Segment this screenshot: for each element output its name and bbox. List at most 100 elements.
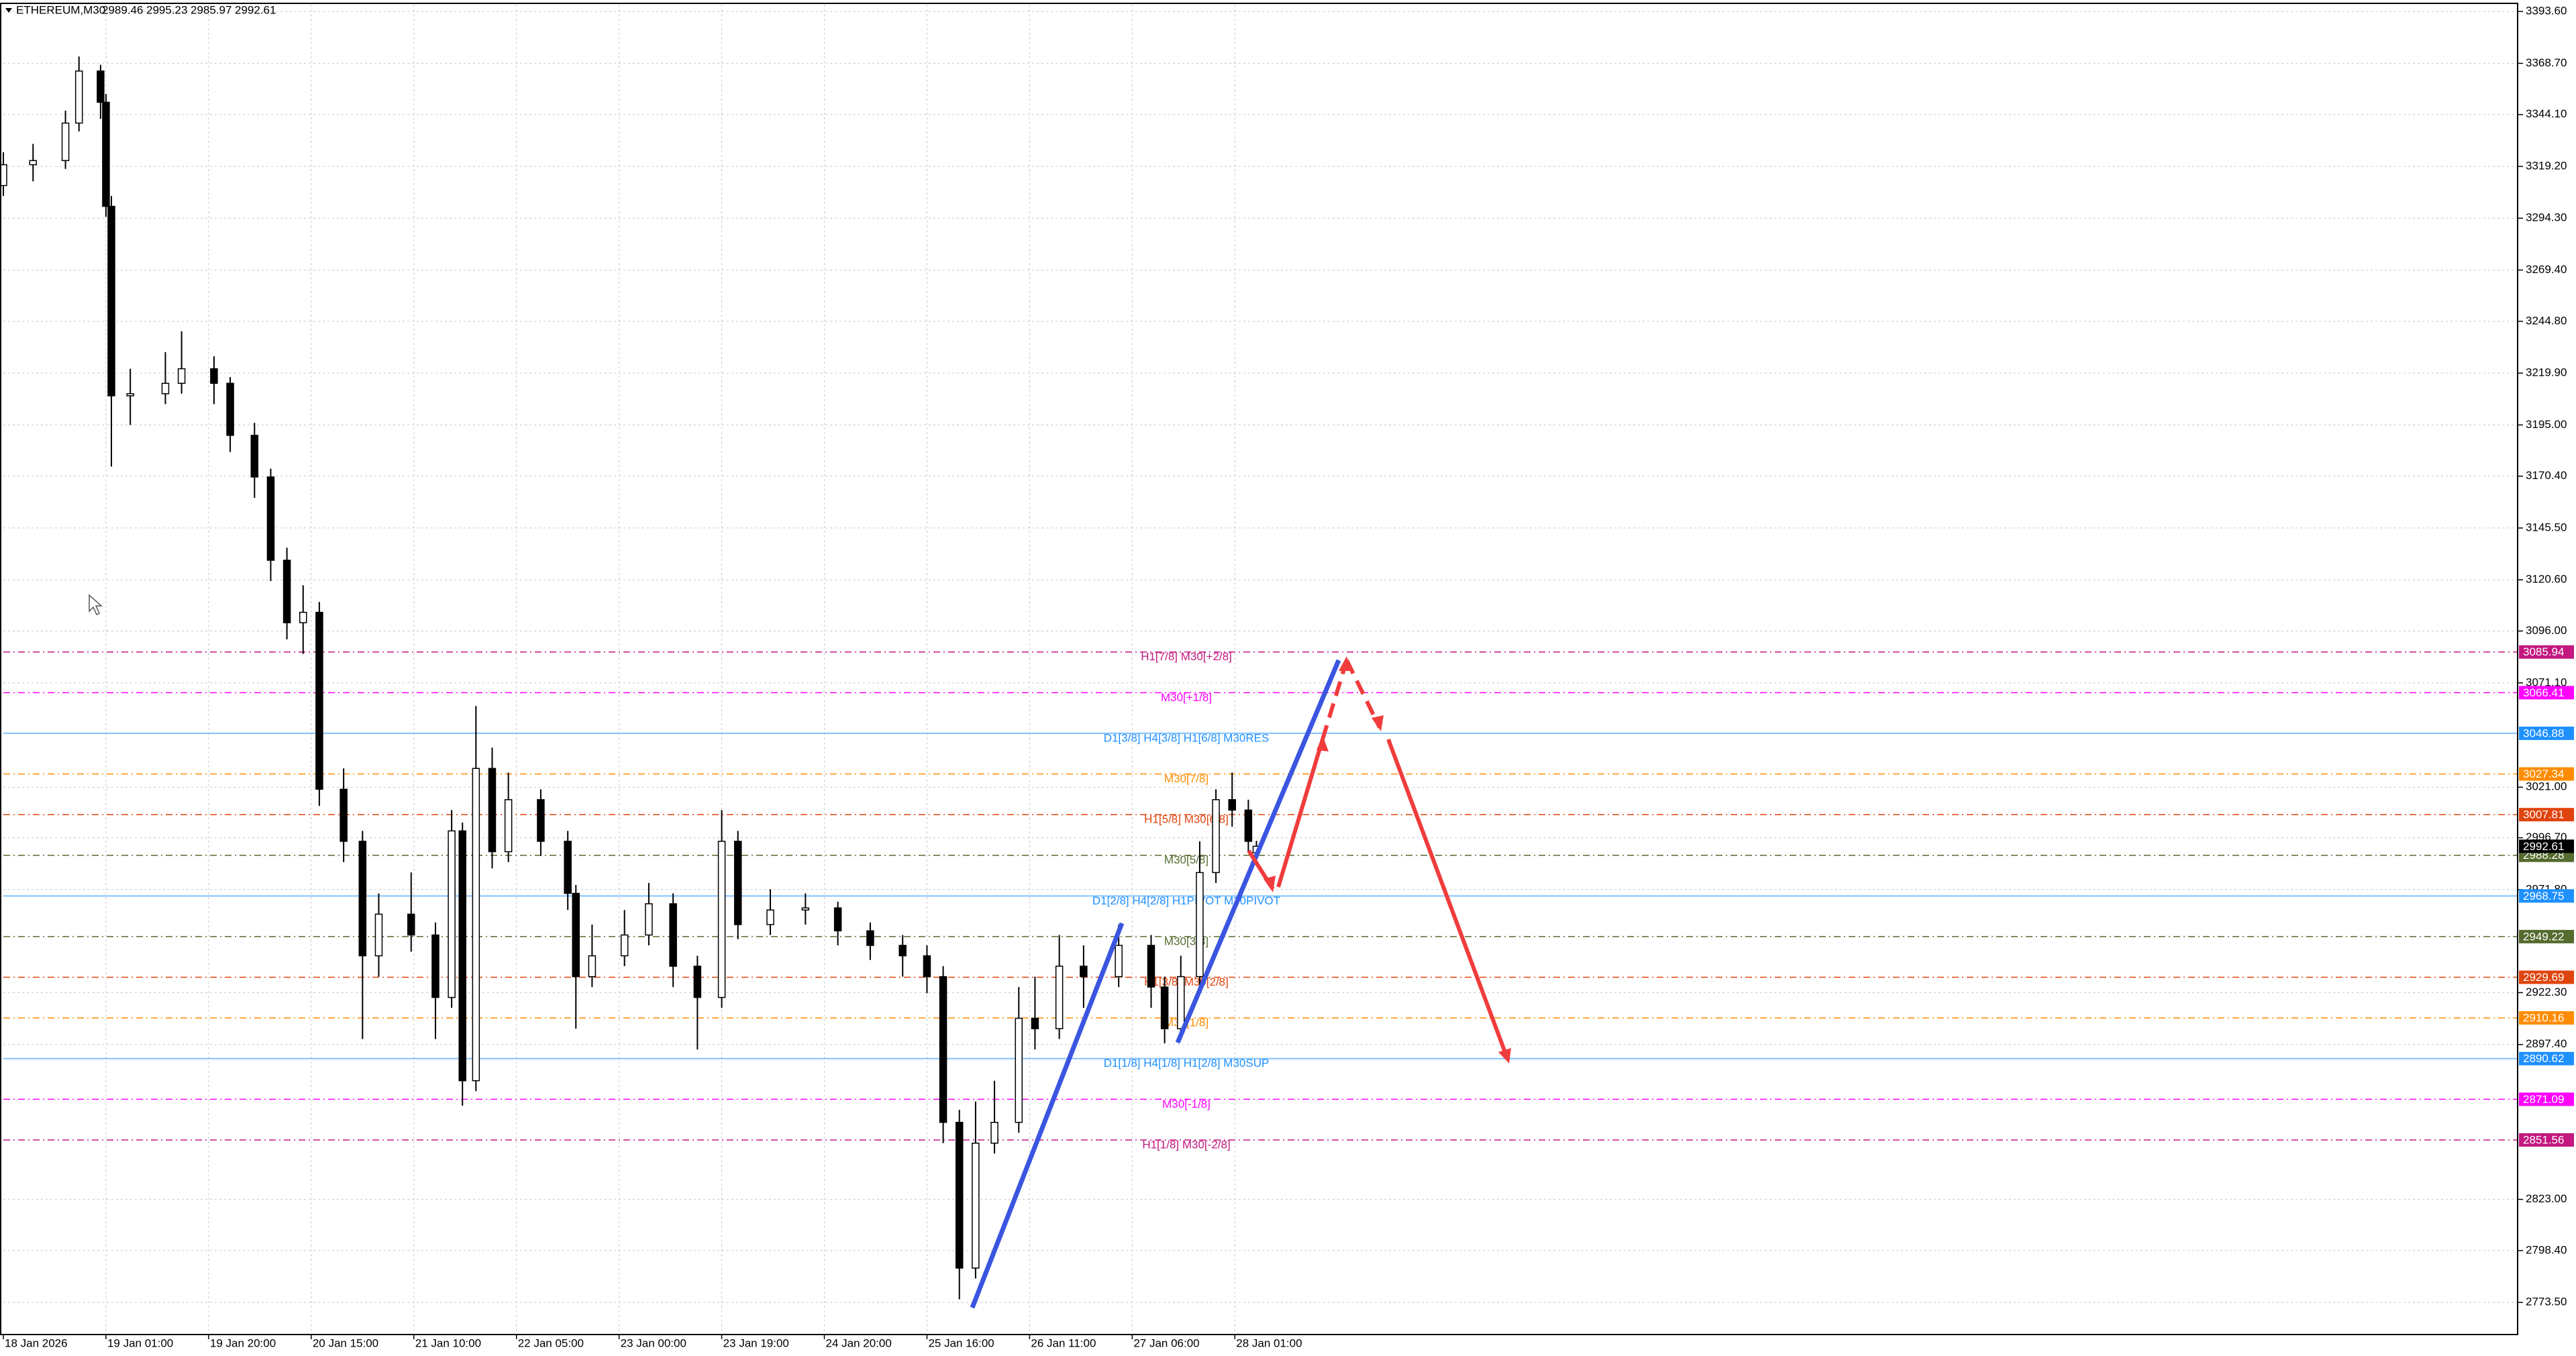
price-box-label: 3085.94 [2523, 645, 2564, 658]
candle-body [1080, 966, 1088, 978]
level-label: H1[7/8] M30[+2/8] [1141, 650, 1232, 663]
candle-body [1160, 986, 1169, 1029]
axes: 3393.60 3368.70 3344.10 3319.20 3294.30 3269.… [0, 3, 2574, 1349]
x-tick-label: 19 Jan 20:00 [210, 1337, 276, 1349]
price-box-label: 2968.75 [2523, 890, 2564, 902]
price-box-label: 2929.69 [2523, 971, 2564, 984]
x-tick-label: 22 Jan 05:00 [518, 1337, 584, 1349]
price-box [2519, 767, 2574, 781]
level-label: M30[5/8] [1164, 853, 1208, 866]
price-box-label: 2910.16 [2523, 1012, 2564, 1025]
y-tick-label: 3021.00 [2526, 780, 2567, 793]
price-box-label: 3007.81 [2523, 809, 2564, 821]
candle-body [572, 892, 580, 978]
y-tick-label: 3269.40 [2526, 263, 2567, 276]
candle-body [1244, 809, 1253, 842]
candle-body [266, 476, 275, 561]
header: ETHEREUM,M30 2989.46 2995.23 2985.97 299… [5, 3, 276, 16]
y-tick-label: 3071.10 [2526, 676, 2567, 688]
candle-body [717, 841, 726, 998]
candle-body [407, 913, 415, 936]
x-tick-label: 27 Jan 06:00 [1133, 1337, 1199, 1349]
arrow-head [1372, 715, 1384, 731]
candle-body [733, 841, 742, 925]
candle-body [29, 160, 38, 166]
y-tick-label: 2798.40 [2526, 1243, 2567, 1256]
header-open: 2989.46 [102, 3, 143, 16]
candle-body [588, 955, 597, 978]
candle-body [1115, 945, 1123, 978]
candle-body [299, 611, 307, 623]
candle-body [1196, 872, 1204, 978]
y-tick-label: 3344.10 [2526, 107, 2567, 120]
candle-body [107, 205, 115, 397]
candle-body [458, 830, 466, 1082]
candle-body [669, 903, 677, 967]
candle-body [1228, 799, 1236, 811]
candle-body [1147, 945, 1155, 988]
level-label: D1[1/8] H4[1/8] H1[2/8] M30SUP [1104, 1057, 1270, 1070]
arrow [1345, 659, 1382, 729]
header-high: 2995.23 [146, 3, 187, 16]
mouse-cursor [89, 594, 103, 616]
level-label: M30[+1/8] [1161, 691, 1212, 704]
candle-body [564, 841, 572, 894]
candle-body [504, 799, 513, 853]
candle-body [833, 907, 842, 932]
candle-body [939, 976, 947, 1123]
candle-body [340, 788, 348, 842]
candle-body [1031, 1017, 1039, 1029]
arrow [1386, 738, 1510, 1061]
y-tick-label: 2897.40 [2526, 1037, 2567, 1050]
candle-body [431, 934, 440, 998]
y-tick-label: 3294.30 [2526, 211, 2567, 224]
x-tick-label: 19 Jan 01:00 [107, 1337, 173, 1349]
candle-body [693, 966, 702, 998]
grid [3, 5, 2518, 1334]
candle-body [210, 368, 218, 384]
price-box [2519, 889, 2574, 903]
x-tick-label: 28 Jan 01:00 [1236, 1337, 1302, 1349]
candle-body [645, 903, 653, 936]
candle-body [488, 768, 497, 853]
x-tick-label: 20 Jan 15:00 [313, 1337, 378, 1349]
y-tick-label: 3319.20 [2526, 159, 2567, 172]
arrow [1321, 660, 1349, 740]
arrow-head [1317, 735, 1329, 751]
candle-body [282, 560, 291, 623]
price-box [2519, 645, 2574, 659]
x-tick-label: 23 Jan 00:00 [621, 1337, 686, 1349]
level-label: H1[1/8] M30[-2/8] [1142, 1138, 1230, 1151]
x-tick-label: 25 Jan 16:00 [928, 1337, 994, 1349]
candle-body [1212, 799, 1220, 874]
price-box-label: 2851.56 [2523, 1133, 2564, 1146]
current-price-label: 2992.61 [2523, 840, 2564, 853]
header-triangle [5, 8, 12, 13]
y-tick-label: 2773.50 [2526, 1296, 2567, 1308]
candle-body [1015, 1017, 1023, 1123]
x-tick-label: 26 Jan 11:00 [1031, 1337, 1096, 1349]
candle-body [1177, 976, 1185, 1029]
price-box-label: 3066.41 [2523, 686, 2564, 699]
y-tick-label: 3120.60 [2526, 573, 2567, 586]
candle-body [250, 435, 259, 478]
candle-body [358, 841, 367, 957]
symbol: ETHEREUM,M30 [16, 3, 105, 16]
price-box [2519, 1133, 2574, 1147]
price-box-label: 2890.62 [2523, 1052, 2564, 1065]
x-tick-label: 21 Jan 10:00 [415, 1337, 481, 1349]
candle-body [955, 1122, 964, 1269]
current-price-box [2519, 839, 2574, 853]
price-box [2519, 726, 2574, 740]
header-low: 2985.97 [191, 3, 231, 16]
drawings [89, 594, 1511, 1309]
candle-body [161, 382, 170, 395]
price-box-label: 2871.09 [2523, 1093, 2564, 1106]
level-label: D1[2/8] H4[2/8] H1PIVOT M30PIVOT [1092, 894, 1280, 907]
arrow-heads [1264, 656, 1511, 1063]
candle-body [801, 907, 810, 911]
forecast-arrows [1247, 659, 1510, 1061]
